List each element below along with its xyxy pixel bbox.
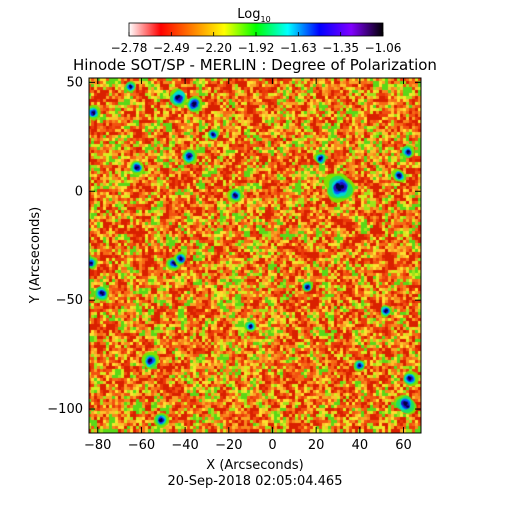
x-tick-label: −20 [215, 438, 242, 453]
polarization-map [89, 78, 421, 433]
y-axis: 50 0 −50 −100 [47, 75, 421, 417]
x-axis: −80 −60 −40 −20 0 20 40 60 [84, 78, 412, 453]
y-tick-label: −50 [56, 293, 83, 308]
colorbar-tick-label: −2.49 [153, 41, 190, 55]
y-tick-label: 50 [66, 75, 83, 90]
x-tick-label: 20 [308, 438, 325, 453]
x-axis-label: X (Arcseconds) [206, 458, 303, 473]
timestamp: 20-Sep-2018 02:05:04.465 [168, 474, 343, 489]
y-axis-label: Y (Arcseconds) [28, 207, 43, 304]
x-tick-label: −80 [84, 438, 111, 453]
x-tick-label: −40 [171, 438, 198, 453]
colorbar-tick-label: −2.78 [111, 41, 148, 55]
x-tick-label: 60 [395, 438, 412, 453]
plot-frame [88, 77, 422, 434]
colorbar-tick-label: −1.35 [322, 41, 359, 55]
y-tick-label: −100 [47, 402, 83, 417]
colorbar-tick-label: −1.92 [238, 41, 275, 55]
chart-title: Hinode SOT/SP - MERLIN : Degree of Polar… [73, 56, 437, 74]
colorbar-title: Log10 [237, 7, 270, 24]
plot-area: −80 −60 −40 −20 0 20 40 60 50 0 −50 −100 [47, 75, 422, 453]
colorbar-tick-label: −1.06 [365, 41, 402, 55]
x-tick-label: 40 [352, 438, 369, 453]
x-tick-label: −60 [128, 438, 155, 453]
colorbar-tick-label: −1.63 [280, 41, 317, 55]
x-tick-label: 0 [268, 438, 276, 453]
colorbar-tick-label: −2.20 [195, 41, 232, 55]
y-tick-label: 0 [75, 184, 83, 199]
colorbar-ticks: −2.78 −2.49 −2.20 −1.92 −1.63 −1.35 −1.06 [111, 32, 402, 55]
